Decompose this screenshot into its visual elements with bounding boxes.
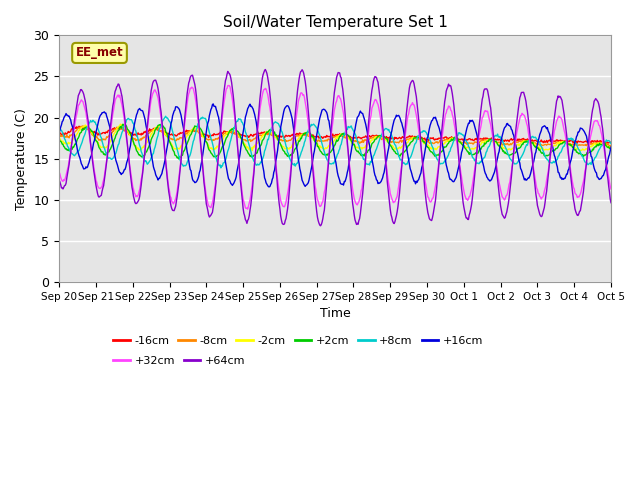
-2cm xyxy=(557,140,565,146)
-2cm xyxy=(381,136,388,142)
+32cm xyxy=(225,83,232,88)
+16cm xyxy=(558,177,566,182)
-8cm xyxy=(557,139,565,144)
+16cm xyxy=(382,160,390,166)
+16cm xyxy=(436,129,444,134)
Line: +8cm: +8cm xyxy=(59,116,611,168)
Line: -8cm: -8cm xyxy=(59,126,611,146)
+2cm xyxy=(157,121,165,127)
+64cm xyxy=(607,200,615,205)
+2cm xyxy=(328,147,336,153)
+64cm xyxy=(317,223,324,228)
+16cm xyxy=(177,110,184,116)
Legend: +32cm, +64cm: +32cm, +64cm xyxy=(109,351,250,371)
+64cm xyxy=(558,97,566,103)
-8cm xyxy=(177,135,185,141)
+16cm xyxy=(55,130,63,136)
-16cm xyxy=(573,140,581,146)
+2cm xyxy=(607,147,615,153)
+16cm xyxy=(200,144,208,149)
-8cm xyxy=(328,136,335,142)
-8cm xyxy=(435,139,443,144)
+32cm xyxy=(382,158,390,164)
-16cm xyxy=(435,135,443,141)
+8cm xyxy=(201,116,209,121)
Title: Soil/Water Temperature Set 1: Soil/Water Temperature Set 1 xyxy=(223,15,447,30)
+64cm xyxy=(328,115,336,120)
-8cm xyxy=(55,132,63,137)
-8cm xyxy=(79,123,87,129)
+8cm xyxy=(55,124,63,130)
+32cm xyxy=(177,163,184,169)
-2cm xyxy=(577,148,584,154)
-8cm xyxy=(381,136,388,142)
Line: +64cm: +64cm xyxy=(59,70,611,226)
+2cm xyxy=(178,152,186,158)
Y-axis label: Temperature (C): Temperature (C) xyxy=(15,108,28,210)
+2cm xyxy=(436,150,444,156)
+2cm xyxy=(382,135,390,141)
-2cm xyxy=(328,141,335,147)
+16cm xyxy=(209,101,217,107)
+2cm xyxy=(202,138,209,144)
-2cm xyxy=(607,146,615,152)
+64cm xyxy=(382,159,390,165)
+8cm xyxy=(607,141,615,146)
Line: -16cm: -16cm xyxy=(59,126,611,143)
+8cm xyxy=(382,126,390,132)
-16cm xyxy=(201,132,209,137)
+64cm xyxy=(200,180,208,186)
-16cm xyxy=(177,131,185,136)
-8cm xyxy=(201,135,209,141)
+16cm xyxy=(607,144,615,150)
+8cm xyxy=(436,161,444,167)
+2cm xyxy=(55,136,63,142)
-16cm xyxy=(607,139,615,145)
-16cm xyxy=(381,135,388,141)
X-axis label: Time: Time xyxy=(320,307,351,320)
-8cm xyxy=(607,143,615,148)
+32cm xyxy=(558,117,566,123)
+16cm xyxy=(328,135,336,141)
+16cm xyxy=(266,184,273,190)
-16cm xyxy=(557,138,565,144)
+8cm xyxy=(217,165,225,171)
Line: -2cm: -2cm xyxy=(59,124,611,151)
+8cm xyxy=(558,147,566,153)
Line: +16cm: +16cm xyxy=(59,104,611,187)
-2cm xyxy=(435,144,443,150)
-16cm xyxy=(328,133,335,139)
+64cm xyxy=(177,166,184,171)
-2cm xyxy=(201,136,209,142)
+32cm xyxy=(328,125,336,131)
+64cm xyxy=(262,67,269,72)
+2cm xyxy=(558,141,566,147)
Text: EE_met: EE_met xyxy=(76,47,124,60)
+8cm xyxy=(162,113,170,119)
-2cm xyxy=(55,135,63,141)
+8cm xyxy=(177,160,185,166)
+64cm xyxy=(55,177,63,183)
+32cm xyxy=(200,176,208,181)
+32cm xyxy=(436,150,444,156)
-8cm xyxy=(606,144,614,149)
+32cm xyxy=(55,169,63,175)
+32cm xyxy=(244,206,252,212)
-16cm xyxy=(76,123,83,129)
+8cm xyxy=(328,161,336,167)
+64cm xyxy=(436,147,444,153)
-2cm xyxy=(177,143,185,149)
Line: +2cm: +2cm xyxy=(59,124,611,159)
+32cm xyxy=(607,186,615,192)
-2cm xyxy=(116,121,124,127)
Line: +32cm: +32cm xyxy=(59,85,611,209)
+2cm xyxy=(175,156,182,162)
-16cm xyxy=(55,131,63,137)
